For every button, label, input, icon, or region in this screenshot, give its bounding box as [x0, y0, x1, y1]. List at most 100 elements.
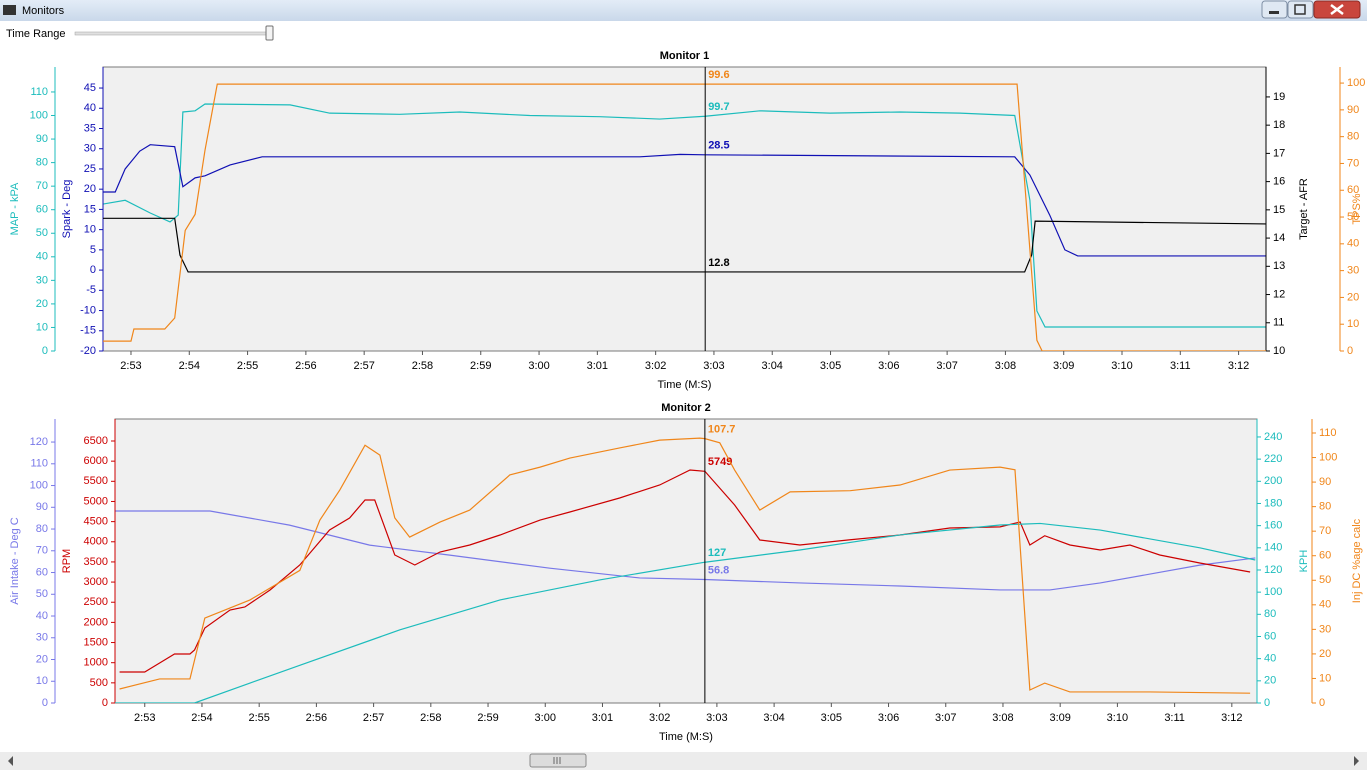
- y-tick-label: 200: [1264, 475, 1282, 487]
- x-tick-label: 2:59: [470, 360, 491, 372]
- scroll-left-arrow[interactable]: [8, 756, 13, 766]
- y-tick-label: 40: [1264, 653, 1276, 665]
- y-tick-label: 2000: [84, 616, 108, 628]
- y-tick-label: 40: [84, 102, 96, 114]
- x-tick-label: 3:00: [528, 360, 549, 372]
- y-tick-label: 60: [1347, 184, 1359, 196]
- y-tick-label: 60: [1264, 630, 1276, 642]
- y-tick-label: 30: [1347, 265, 1359, 277]
- window-buttons: [1261, 0, 1361, 19]
- y-tick-label: 120: [1264, 564, 1282, 576]
- y-tick-label: 3000: [84, 576, 108, 588]
- y-tick-label: 12: [1273, 288, 1285, 300]
- maximize-button[interactable]: [1287, 0, 1314, 19]
- y-tick-label: 40: [36, 251, 48, 263]
- x-tick-label: 3:08: [995, 360, 1016, 372]
- title-bar: [0, 0, 1367, 21]
- y-tick-label: 90: [36, 501, 48, 513]
- scroll-right-arrow[interactable]: [1354, 756, 1359, 766]
- y-tick-label: 35: [84, 122, 96, 134]
- y-tick-label: 90: [1347, 104, 1359, 116]
- y-tick-label: 120: [30, 436, 48, 448]
- y-tick-label: 0: [102, 697, 108, 709]
- y-tick-label: 60: [36, 566, 48, 578]
- x-tick-label: 3:08: [992, 712, 1013, 724]
- y-tick-label: 0: [90, 264, 96, 276]
- slider-track[interactable]: [74, 31, 272, 36]
- horizontal-scrollbar[interactable]: [0, 752, 1367, 770]
- y-tick-label: -15: [80, 325, 96, 337]
- y-tick-label: 14: [1273, 232, 1285, 244]
- y-tick-label: 20: [84, 183, 96, 195]
- y-axis-title: MAP - kPA: [9, 182, 21, 235]
- x-tick-label: 2:54: [179, 360, 200, 372]
- x-tick-label: 3:04: [763, 712, 784, 724]
- y-axis-title: Target - AFR: [1298, 178, 1310, 240]
- chart-title: Monitor 1: [660, 50, 710, 62]
- time-range-label: Time Range: [6, 28, 66, 40]
- y-tick-label: 180: [1264, 497, 1282, 509]
- y-tick-label: 500: [90, 677, 108, 689]
- y-tick-label: 18: [1273, 119, 1285, 131]
- x-tick-label: 3:02: [649, 712, 670, 724]
- x-tick-label: 2:58: [420, 712, 441, 724]
- y-tick-label: 160: [1264, 520, 1282, 532]
- x-tick-label: 2:53: [120, 360, 141, 372]
- cursor-value-label: 12.8: [708, 257, 729, 269]
- y-tick-label: 6500: [84, 435, 108, 447]
- cursor-value-label: 107.7: [708, 424, 736, 436]
- y-tick-label: -10: [80, 304, 96, 316]
- y-tick-label: 20: [1319, 648, 1331, 660]
- scroll-grip: [553, 757, 561, 764]
- scroll-thumb[interactable]: [529, 753, 587, 768]
- y-tick-label: 15: [84, 203, 96, 215]
- y-tick-label: 10: [1319, 672, 1331, 684]
- x-tick-label: 3:03: [703, 360, 724, 372]
- x-tick-label: 3:02: [645, 360, 666, 372]
- x-tick-label: 3:07: [936, 360, 957, 372]
- y-axis-title: Air Intake - Deg C: [9, 517, 21, 604]
- y-tick-label: 80: [1347, 131, 1359, 143]
- y-tick-label: 15: [1273, 204, 1285, 216]
- y-tick-label: 40: [36, 610, 48, 622]
- x-tick-label: 3:00: [535, 712, 556, 724]
- y-tick-label: 100: [1319, 451, 1337, 463]
- close-glyph: [1330, 4, 1344, 15]
- plot-area: [102, 66, 1267, 352]
- y-tick-label: 70: [36, 545, 48, 557]
- y-tick-label: 30: [84, 143, 96, 155]
- chart-title: Monitor 2: [661, 402, 711, 414]
- x-tick-label: 2:59: [477, 712, 498, 724]
- x-tick-label: 3:04: [762, 360, 783, 372]
- x-tick-label: 3:12: [1221, 712, 1242, 724]
- x-tick-label: 3:01: [587, 360, 608, 372]
- y-tick-label: 30: [36, 632, 48, 644]
- x-tick-label: 3:09: [1049, 712, 1070, 724]
- x-tick-label: 3:10: [1107, 712, 1128, 724]
- x-tick-label: 2:57: [353, 360, 374, 372]
- y-tick-label: -20: [80, 345, 96, 357]
- y-tick-label: 70: [36, 180, 48, 192]
- y-tick-label: 10: [36, 321, 48, 333]
- y-tick-label: 19: [1273, 91, 1285, 103]
- x-tick-label: 2:53: [134, 712, 155, 724]
- y-tick-label: 10: [1347, 318, 1359, 330]
- y-tick-label: 40: [1319, 599, 1331, 611]
- x-tick-label: 2:55: [248, 712, 269, 724]
- y-tick-label: 5000: [84, 495, 108, 507]
- y-tick-label: 80: [1264, 608, 1276, 620]
- cursor-value-label: 5749: [708, 456, 732, 468]
- y-tick-label: -5: [86, 284, 96, 296]
- x-tick-label: 3:06: [878, 712, 899, 724]
- y-tick-label: 50: [36, 227, 48, 239]
- cursor-value-label: 127: [708, 547, 726, 559]
- y-tick-label: 90: [36, 133, 48, 145]
- y-tick-label: 100: [1264, 586, 1282, 598]
- y-tick-label: 5: [90, 244, 96, 256]
- minimize-button[interactable]: [1261, 0, 1288, 19]
- slider-thumb[interactable]: [265, 25, 274, 41]
- x-tick-label: 2:54: [191, 712, 212, 724]
- y-tick-label: 20: [36, 653, 48, 665]
